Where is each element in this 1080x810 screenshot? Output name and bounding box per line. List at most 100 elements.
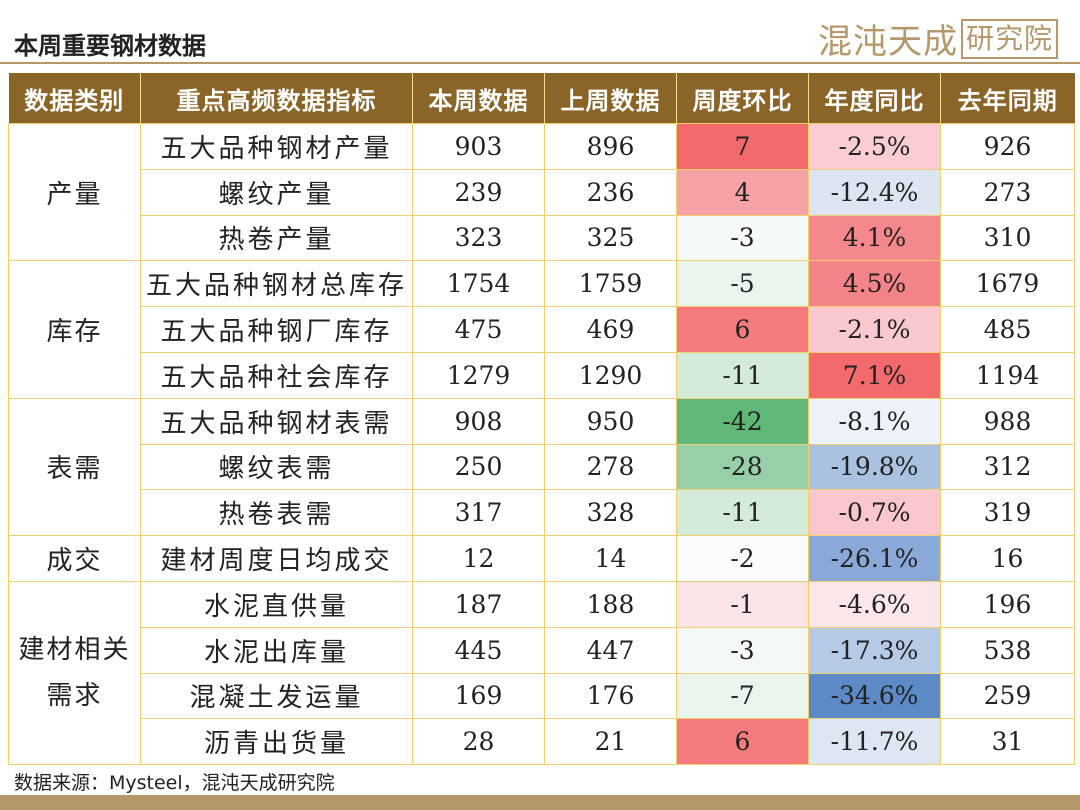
header-indicator: 重点高频数据指标 (140, 73, 413, 124)
category-cell: 建材相关需求 (8, 580, 141, 766)
wow-cell: -1 (676, 580, 809, 628)
last-week-cell: 950 (544, 397, 677, 445)
last-week-cell: 325 (544, 214, 677, 262)
yoy-cell: 4.1% (808, 214, 941, 262)
this-week-cell: 317 (412, 489, 545, 537)
indicator-cell: 螺纹产量 (140, 168, 413, 216)
footer-bar (0, 795, 1080, 810)
last-year-cell: 196 (940, 580, 1075, 628)
last-year-cell: 926 (940, 123, 1075, 170)
wow-cell: -3 (676, 214, 809, 262)
table-row: 库存 五大品种钢材总库存 1754 1759 -5 4.5% 1679 (8, 260, 1075, 399)
this-week-cell: 323 (412, 214, 545, 262)
indicator-cell: 五大品种钢材总库存 (140, 260, 413, 308)
indicator-cell: 五大品种社会库存 (140, 351, 413, 399)
yoy-cell: -0.7% (808, 489, 941, 537)
logo-seal: 研究院 (960, 18, 1058, 59)
header-divider (0, 62, 1080, 64)
last-week-cell: 896 (544, 123, 677, 170)
last-year-cell: 259 (940, 672, 1075, 720)
this-week-cell: 445 (412, 626, 545, 674)
wow-cell: -7 (676, 672, 809, 720)
wow-cell: 6 (676, 306, 809, 353)
indicator-cell: 螺纹表需 (140, 443, 413, 491)
data-source-note: 数据来源：Mysteel，混沌天成研究院 (14, 772, 335, 794)
category-cell: 成交 (8, 535, 141, 582)
indicator-cell: 沥青出货量 (140, 718, 413, 766)
last-year-cell: 319 (940, 489, 1075, 537)
table-row: 成交 建材周度日均成交 12 14 -2 -26.1% 16 (8, 535, 1075, 582)
yoy-cell: -12.4% (808, 168, 941, 216)
yoy-cell: -26.1% (808, 535, 941, 582)
last-year-cell: 988 (940, 397, 1075, 445)
indicator-cell: 水泥出库量 (140, 626, 413, 674)
last-year-cell: 1679 (940, 260, 1075, 308)
brand-logo: 混沌天成 研究院 (818, 14, 1058, 63)
last-year-cell: 310 (940, 214, 1075, 262)
last-year-cell: 1194 (940, 351, 1075, 399)
table-row: 沥青出货量 28 21 6 -11.7% 31 (9, 718, 1075, 766)
last-week-cell: 469 (544, 306, 677, 353)
yoy-cell: 4.5% (808, 260, 941, 308)
last-week-cell: 328 (544, 489, 677, 537)
wow-cell: -5 (676, 260, 809, 308)
steel-data-table: 数据类别 重点高频数据指标 本周数据 上周数据 周度环比 年度同比 去年同期 产… (8, 73, 1075, 766)
this-week-cell: 475 (412, 306, 545, 353)
page-title: 本周重要钢材数据 (14, 32, 206, 60)
indicator-cell: 热卷表需 (140, 489, 413, 537)
category-cell: 产量 (8, 122, 141, 262)
yoy-cell: 7.1% (808, 351, 941, 399)
wow-cell: -28 (676, 443, 809, 491)
indicator-cell: 五大品种钢材表需 (140, 397, 413, 445)
this-week-cell: 1279 (412, 351, 545, 399)
wow-cell: -2 (676, 535, 809, 582)
indicator-cell: 建材周度日均成交 (140, 535, 413, 582)
wow-cell: 4 (676, 168, 809, 216)
last-week-cell: 278 (544, 443, 677, 491)
table-header-row: 数据类别 重点高频数据指标 本周数据 上周数据 周度环比 年度同比 去年同期 (8, 73, 1075, 124)
this-week-cell: 169 (412, 672, 545, 720)
yoy-cell: -8.1% (808, 397, 941, 445)
last-week-cell: 236 (544, 168, 677, 216)
indicator-cell: 水泥直供量 (140, 580, 413, 628)
table-row: 建材相关需求 水泥直供量 187 188 -1 -4.6% 196 (8, 580, 1075, 766)
last-week-cell: 447 (544, 626, 677, 674)
this-week-cell: 28 (412, 718, 545, 766)
last-week-cell: 21 (544, 718, 677, 766)
indicator-cell: 混凝土发运量 (140, 672, 413, 720)
last-week-cell: 1290 (544, 351, 677, 399)
wow-cell: -3 (676, 626, 809, 674)
yoy-cell: -11.7% (808, 718, 941, 766)
header-last-week: 上周数据 (544, 73, 677, 124)
indicator-cell: 五大品种钢厂库存 (140, 306, 413, 353)
this-week-cell: 187 (412, 580, 545, 628)
header-category: 数据类别 (8, 73, 141, 124)
last-year-cell: 485 (940, 306, 1075, 353)
last-week-cell: 14 (544, 535, 677, 582)
table-row: 五大品种钢厂库存 475 469 6 -2.1% 485 (9, 306, 1075, 353)
last-week-cell: 188 (544, 580, 677, 628)
header-wow: 周度环比 (676, 73, 809, 124)
table-row: 混凝土发运量 169 176 -7 -34.6% 259 (9, 672, 1075, 720)
logo-name: 混沌天成 (817, 22, 958, 62)
yoy-cell: -17.3% (808, 626, 941, 674)
wow-cell: -11 (676, 351, 809, 399)
last-year-cell: 312 (940, 443, 1075, 491)
this-week-cell: 908 (412, 397, 545, 445)
last-year-cell: 273 (940, 168, 1075, 216)
this-week-cell: 12 (412, 535, 545, 582)
wow-cell: 7 (676, 123, 809, 170)
last-year-cell: 31 (940, 718, 1075, 766)
yoy-cell: -4.6% (808, 580, 941, 628)
this-week-cell: 250 (412, 443, 545, 491)
yoy-cell: -2.1% (808, 306, 941, 353)
header-last-year: 去年同期 (940, 73, 1075, 124)
category-cell: 表需 (8, 397, 141, 537)
last-week-cell: 176 (544, 672, 677, 720)
wow-cell: -42 (676, 397, 809, 445)
last-week-cell: 1759 (544, 260, 677, 308)
yoy-cell: -34.6% (808, 672, 941, 720)
last-year-cell: 16 (940, 535, 1075, 582)
table-row: 表需 五大品种钢材表需 908 950 -42 -8.1% 988 (8, 397, 1075, 537)
table-row: 水泥出库量 445 447 -3 -17.3% 538 (9, 626, 1075, 674)
